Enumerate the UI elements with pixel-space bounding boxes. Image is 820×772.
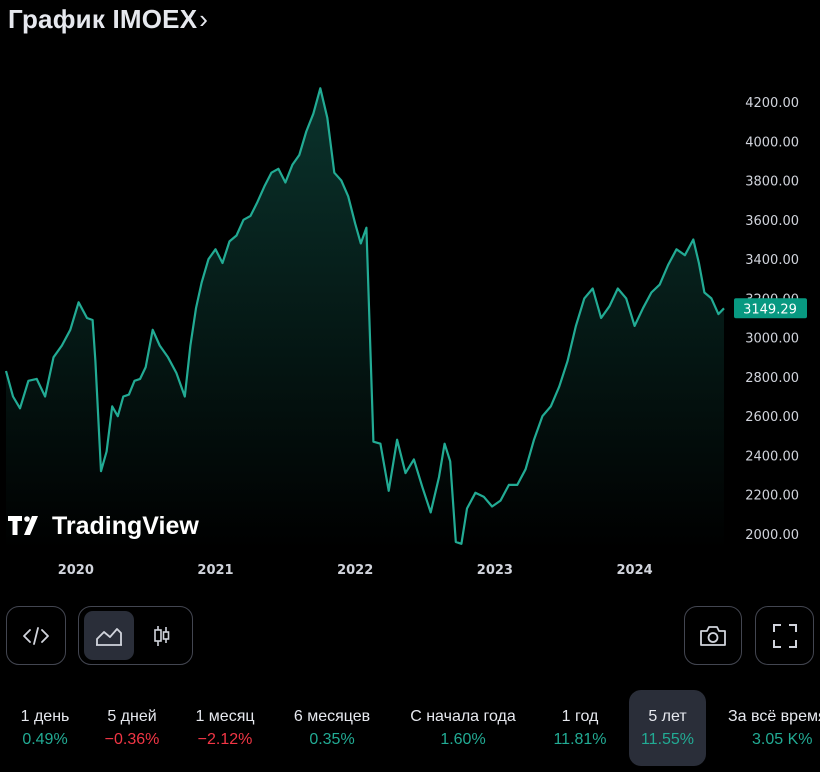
fullscreen-icon: [772, 623, 797, 648]
watermark-text: TradingView: [52, 512, 199, 540]
x-tick-label: 2020: [58, 563, 94, 578]
area-chart-icon: [95, 627, 122, 646]
period-all[interactable]: За всё время 3.05 K%: [716, 690, 820, 766]
chart-title-text: График IMOEX: [8, 4, 198, 34]
x-tick-label: 2024: [617, 563, 653, 578]
period-label: 5 дней: [107, 708, 157, 725]
period-ytd[interactable]: С начала года 1.60%: [398, 690, 528, 766]
price-area-fill: [6, 88, 724, 551]
period-label: С начала года: [410, 708, 516, 725]
screenshot-button[interactable]: [684, 606, 742, 665]
tradingview-logo-icon: [8, 516, 38, 535]
candlestick-chart-button[interactable]: [138, 611, 188, 660]
period-change: −0.36%: [104, 731, 160, 748]
y-tick-label: 2400.00: [745, 450, 799, 465]
code-icon: [23, 626, 49, 645]
period-5y[interactable]: 5 лет 11.55%: [629, 690, 706, 766]
y-tick-label: 3000.00: [745, 332, 799, 347]
y-tick-label: 4000.00: [745, 135, 799, 150]
chevron-right-icon: ›: [199, 4, 209, 34]
area-chart-button[interactable]: [84, 611, 134, 660]
embed-code-button[interactable]: [6, 606, 66, 665]
period-1m[interactable]: 1 месяц −2.12%: [180, 690, 270, 766]
tradingview-watermark: TradingView: [8, 512, 199, 540]
period-change: 11.55%: [640, 731, 695, 748]
period-1d[interactable]: 1 день 0.49%: [4, 690, 86, 766]
price-line: [4, 87, 725, 545]
chart-title[interactable]: График IMOEX›: [8, 4, 208, 35]
period-label: 5 лет: [648, 708, 687, 725]
last-price-tag: 3149.29: [734, 298, 807, 319]
camera-icon: [700, 625, 726, 646]
candlestick-icon: [154, 625, 170, 646]
x-tick-label: 2021: [197, 563, 233, 578]
period-change: 1.60%: [440, 731, 486, 748]
y-tick-label: 2000.00: [745, 528, 799, 543]
period-change: 0.35%: [309, 731, 355, 748]
period-change: 3.05 K%: [752, 731, 813, 748]
y-tick-label: 3400.00: [745, 253, 799, 268]
period-label: 1 день: [20, 708, 70, 725]
period-6m[interactable]: 6 месяцев 0.35%: [280, 690, 384, 766]
y-tick-label: 2200.00: [745, 489, 799, 504]
y-tick-label: 4200.00: [745, 96, 799, 111]
y-tick-label: 2600.00: [745, 410, 799, 425]
period-label: 6 месяцев: [293, 708, 371, 725]
last-price-tag-bg: [734, 298, 807, 319]
x-tick-label: 2022: [337, 563, 373, 578]
period-change: 11.81%: [553, 731, 607, 748]
period-selector: 1 день 0.49% 5 дней −0.36% 1 месяц −2.12…: [0, 690, 820, 772]
period-label: 1 месяц: [195, 708, 255, 725]
period-1y[interactable]: 1 год 11.81%: [540, 690, 620, 766]
x-tick-label: 2023: [477, 563, 513, 578]
y-tick-label: 2800.00: [745, 371, 799, 386]
y-tick-label: 3800.00: [745, 175, 799, 190]
period-label: За всё время: [728, 708, 820, 725]
chart-type-switcher: [78, 606, 193, 665]
fullscreen-button[interactable]: [755, 606, 814, 665]
period-label: 1 год: [561, 708, 599, 725]
period-change: −2.12%: [197, 731, 253, 748]
period-5d[interactable]: 5 дней −0.36%: [92, 690, 172, 766]
y-axis: 4200.004000.003800.003600.003400.003200.…: [745, 96, 799, 543]
x-axis: 2020 2021 2022 2023 2024: [58, 563, 653, 578]
last-price-label: 3149.29: [743, 302, 797, 317]
price-chart[interactable]: 4200.004000.003800.003600.003400.003200.…: [0, 60, 820, 590]
period-change: 0.49%: [22, 731, 68, 748]
y-tick-label: 3600.00: [745, 214, 799, 229]
